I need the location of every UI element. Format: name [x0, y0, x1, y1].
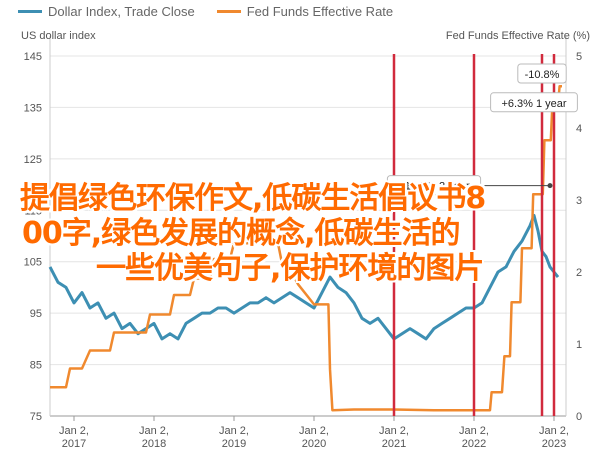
- x-tick-label: Jan 2,: [219, 425, 249, 437]
- y-right-tick-label: 1: [576, 339, 582, 351]
- x-tick-label: Jan 2,: [539, 425, 569, 437]
- x-tick-label: Jan 2,: [459, 425, 489, 437]
- annotation-label: -10.8%: [525, 69, 560, 81]
- overlay-line-3: 一些优美句子,保护环境的图片: [96, 251, 484, 286]
- x-tick-label: 2023: [542, 438, 566, 450]
- legend-item-fed-funds[interactable]: Fed Funds Effective Rate: [216, 4, 394, 19]
- y-left-tick-label: 135: [24, 102, 42, 114]
- y-left-tick-label: 95: [30, 308, 42, 320]
- y-right-tick-label: 0: [576, 411, 582, 423]
- annotation-label: +12.5% 2 year: [398, 181, 470, 193]
- y-right-tick-label: 4: [576, 123, 582, 135]
- y-left-tick-label: 75: [30, 411, 42, 423]
- right-axis-title: Fed Funds Effective Rate (%): [445, 30, 590, 42]
- left-axis-title: US dollar index: [21, 30, 96, 42]
- annotation-box: [490, 92, 578, 113]
- x-tick-label: 2022: [462, 438, 486, 450]
- x-tick-label: 2017: [62, 438, 86, 450]
- annotation-label: +6.3% 1 year: [501, 98, 566, 110]
- y-left-tick-label: 85: [30, 360, 42, 372]
- y-right-tick-label: 5: [576, 51, 582, 63]
- overlay-caption: 提倡绿色环保作文,低碳生活倡议书8 00字,绿色发展的概念,低碳生活的 一些优美…: [20, 181, 560, 286]
- x-tick-label: Jan 2,: [139, 425, 169, 437]
- bracket-endpoint: [547, 183, 553, 189]
- x-tick-label: 2021: [382, 438, 406, 450]
- x-tick-label: Jan 2,: [59, 425, 89, 437]
- annotation-box: [386, 175, 482, 196]
- annotation-box: [517, 63, 567, 84]
- x-tick-label: Jan 2,: [379, 425, 409, 437]
- legend-swatch-dollar-index: [18, 10, 42, 13]
- overlay-line-1: 提倡绿色环保作文,低碳生活倡议书8: [20, 181, 486, 216]
- x-tick-label: 2020: [302, 438, 326, 450]
- legend: Dollar Index, Trade Close Fed Funds Effe…: [18, 4, 393, 19]
- legend-label-fed-funds: Fed Funds Effective Rate: [246, 4, 394, 19]
- y-left-tick-label: 145: [24, 51, 42, 63]
- legend-item-dollar-index[interactable]: Dollar Index, Trade Close: [18, 4, 195, 19]
- y-left-tick-label: 105: [24, 257, 42, 269]
- x-tick-label: 2019: [222, 438, 246, 450]
- series-line-1: [50, 84, 562, 412]
- x-tick-label: Jan 2,: [299, 425, 329, 437]
- y-left-tick-label: 125: [24, 154, 42, 166]
- y-right-tick-label: 2: [576, 267, 582, 279]
- x-tick-label: 2018: [142, 438, 166, 450]
- legend-swatch-fed-funds: [216, 10, 241, 13]
- legend-label-dollar-index: Dollar Index, Trade Close: [48, 4, 195, 19]
- overlay-line-2: 00字,绿色发展的概念,低碳生活的: [22, 216, 461, 251]
- y-right-tick-label: 3: [576, 195, 582, 207]
- y-left-tick-label: 115: [24, 205, 42, 217]
